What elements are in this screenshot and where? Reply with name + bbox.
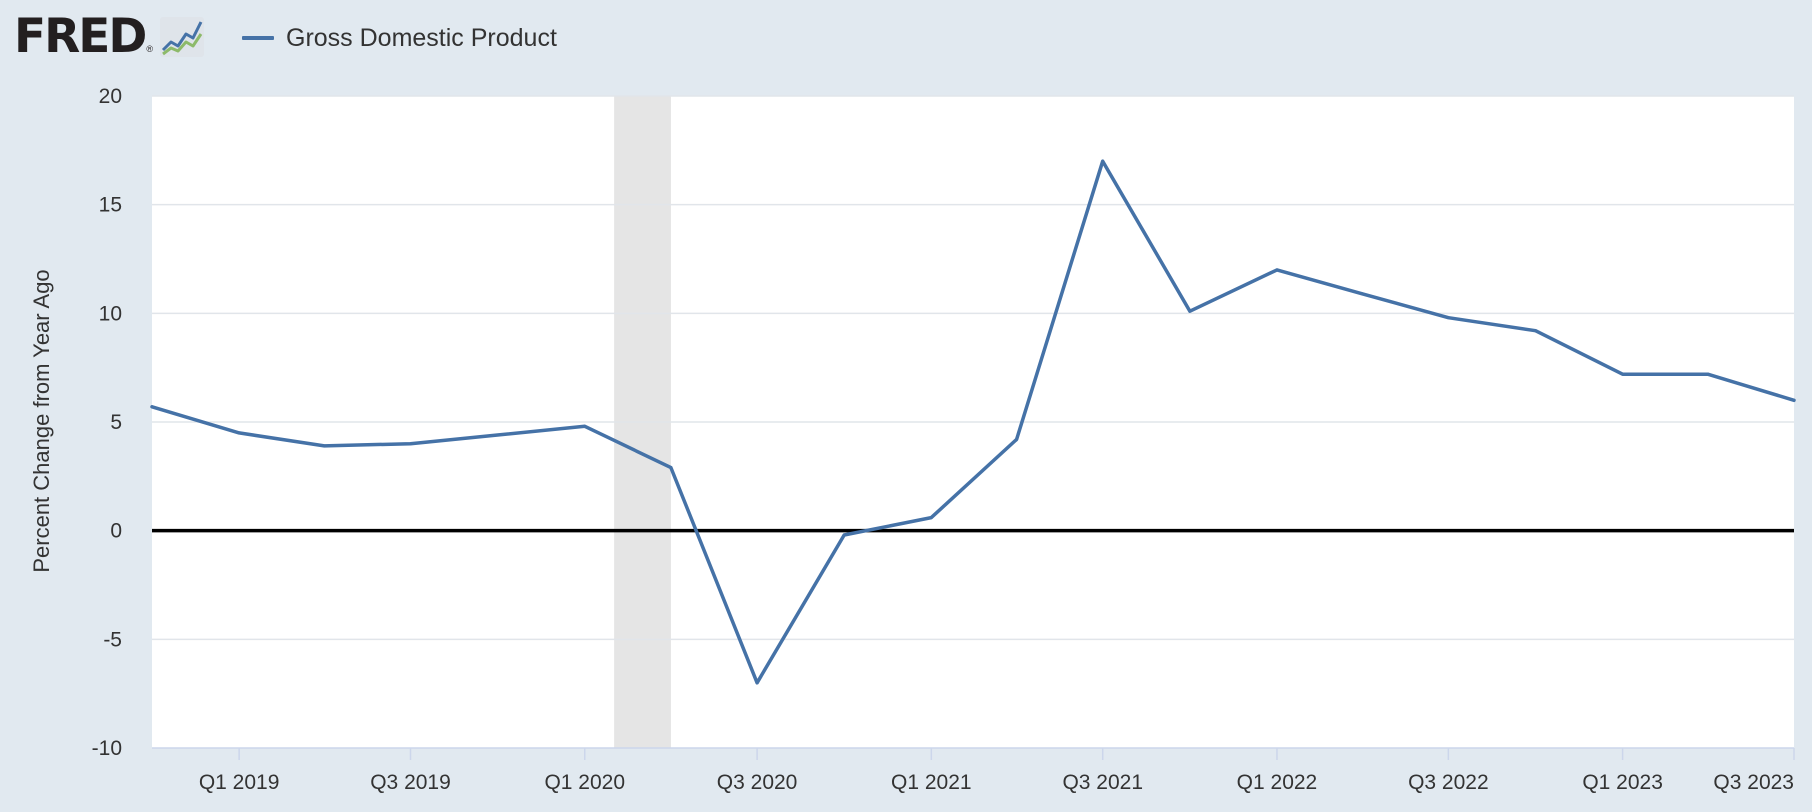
y-axis-title: Percent Change from Year Ago: [29, 269, 54, 572]
line-graph-icon: [160, 17, 205, 57]
x-tick-label: Q3 2019: [370, 771, 451, 794]
x-tick-label: Q3 2020: [717, 771, 798, 794]
data-point[interactable]: [1188, 309, 1192, 313]
x-tick-label: Q3 2022: [1408, 771, 1489, 794]
data-point[interactable]: [322, 444, 326, 448]
data-point[interactable]: [669, 466, 673, 470]
data-point[interactable]: [583, 424, 587, 428]
y-tick-label: 10: [99, 302, 122, 325]
data-point[interactable]: [1446, 316, 1450, 320]
data-point[interactable]: [1706, 372, 1710, 376]
y-tick-label: 15: [99, 194, 122, 217]
chart-header: FRED ® Gross Domestic Product: [0, 0, 1812, 80]
data-point[interactable]: [1533, 329, 1537, 333]
data-point[interactable]: [1015, 437, 1019, 441]
data-point[interactable]: [1360, 292, 1364, 296]
y-tick-label: -5: [103, 628, 122, 651]
series-line-gdp[interactable]: [150, 159, 1796, 685]
data-point[interactable]: [496, 433, 500, 437]
y-tick-label: 0: [110, 520, 122, 543]
data-point[interactable]: [755, 681, 759, 685]
x-tick-label: Q1 2022: [1237, 771, 1318, 794]
y-tick-label: 20: [99, 85, 122, 108]
y-tick-label: -10: [92, 737, 122, 760]
data-point[interactable]: [842, 533, 846, 537]
data-point[interactable]: [150, 405, 154, 409]
data-point[interactable]: [237, 431, 241, 435]
x-tick-label: Q3 2023: [1713, 771, 1794, 794]
x-tick-label: Q1 2021: [891, 771, 972, 794]
data-point[interactable]: [1275, 268, 1279, 272]
fred-logo-text: FRED: [14, 9, 147, 64]
x-tick-label: Q3 2021: [1062, 771, 1143, 794]
legend[interactable]: Gross Domestic Product: [242, 18, 557, 58]
registered-mark: ®: [146, 44, 154, 54]
data-point[interactable]: [1101, 159, 1105, 163]
x-tick-label: Q1 2020: [544, 771, 625, 794]
data-point[interactable]: [409, 442, 413, 446]
data-point[interactable]: [1792, 398, 1796, 402]
fred-logo[interactable]: FRED ®: [14, 12, 205, 62]
legend-label: Gross Domestic Product: [286, 23, 557, 52]
x-tick-label: Q1 2023: [1582, 771, 1663, 794]
legend-swatch: [242, 36, 274, 40]
data-point[interactable]: [929, 516, 933, 520]
x-tick-label: Q1 2019: [199, 771, 280, 794]
y-tick-label: 5: [110, 411, 122, 434]
data-point[interactable]: [1621, 372, 1625, 376]
